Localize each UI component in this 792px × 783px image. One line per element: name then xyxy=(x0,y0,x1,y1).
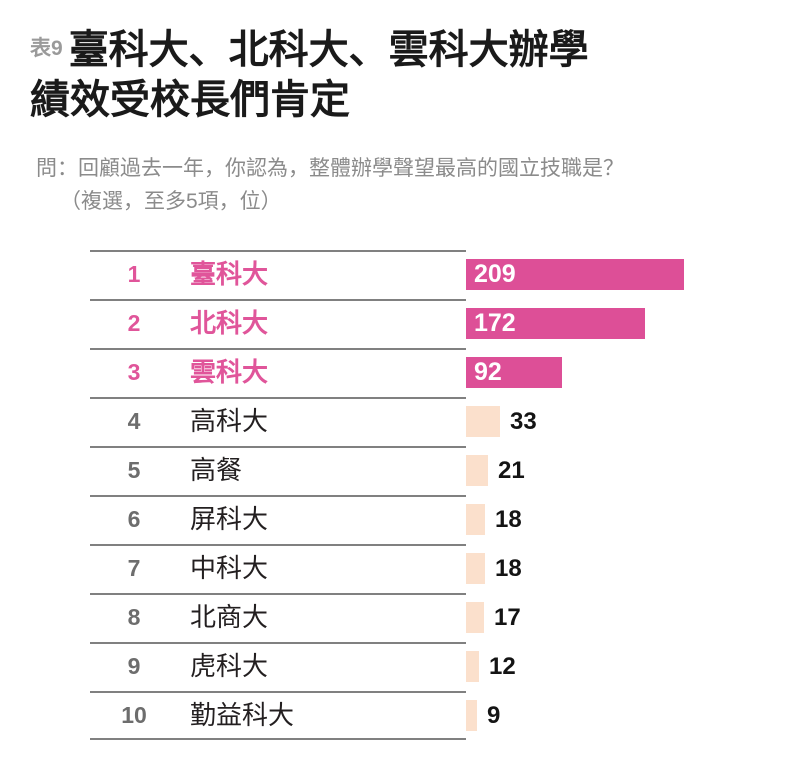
value-bar xyxy=(466,455,488,486)
table-number-label: 表9 xyxy=(30,37,63,60)
row-divider xyxy=(90,250,466,252)
title-line-1: 表9 臺科大、北科大、雲科大辦學 xyxy=(30,24,760,75)
school-name: 北商大 xyxy=(190,602,269,632)
bar-area: 209 xyxy=(466,250,730,299)
row-divider xyxy=(90,299,466,301)
value-label: 33 xyxy=(510,408,537,435)
rank-number: 3 xyxy=(127,359,141,385)
school-name: 雲科大 xyxy=(190,357,269,387)
bar-area: 21 xyxy=(466,446,730,495)
subtitle-line-2: （複選，至多5項，位） xyxy=(60,190,282,213)
school-name: 高餐 xyxy=(190,455,243,485)
rank-number: 2 xyxy=(127,310,141,336)
table-row[interactable]: 8 北商大 17 xyxy=(90,593,730,642)
value-bar xyxy=(466,651,479,682)
chart-subtitle: 問：回顧過去一年，你認為，整體辦學聲望最高的國立技職是？ （複選，至多5項，位） xyxy=(36,152,776,218)
value-bar xyxy=(466,700,477,731)
bar-area: 172 xyxy=(466,299,730,348)
bar-area: 92 xyxy=(466,348,730,397)
table-row[interactable]: 10 勤益科大 9 xyxy=(90,691,730,740)
row-divider xyxy=(90,495,466,497)
school-name: 北科大 xyxy=(190,308,269,338)
value-label: 18 xyxy=(495,555,522,582)
row-divider xyxy=(90,738,466,740)
rank-number: 6 xyxy=(127,506,141,532)
table-row[interactable]: 7 中科大 18 xyxy=(90,544,730,593)
value-bar xyxy=(466,553,485,584)
row-divider xyxy=(90,446,466,448)
rank-number: 1 xyxy=(127,261,141,287)
school-name: 中科大 xyxy=(190,553,269,583)
page-title: 表9 臺科大、北科大、雲科大辦學 績效受校長們肯定 xyxy=(30,24,760,125)
rank-number: 5 xyxy=(127,457,141,483)
row-divider xyxy=(90,593,466,595)
bar-area: 18 xyxy=(466,544,730,593)
table-row[interactable]: 3 雲科大 92 xyxy=(90,348,730,397)
row-divider xyxy=(90,544,466,546)
bar-area: 33 xyxy=(466,397,730,446)
ranking-bar-chart: 1 臺科大 209 2 北科大 172 3 雲科大 92 4 高科大 33 5 高餐 21 6 屏科大 18 7 中科… xyxy=(90,250,730,740)
row-divider xyxy=(90,348,466,350)
rank-number: 8 xyxy=(127,604,141,630)
school-name: 虎科大 xyxy=(190,651,269,681)
table-row[interactable]: 2 北科大 172 xyxy=(90,299,730,348)
value-label: 172 xyxy=(474,309,516,337)
value-label: 17 xyxy=(494,604,521,631)
school-name: 勤益科大 xyxy=(190,700,295,730)
bar-area: 18 xyxy=(466,495,730,544)
value-label: 9 xyxy=(487,702,501,729)
rank-number: 9 xyxy=(127,653,141,679)
school-name: 屏科大 xyxy=(190,504,269,534)
rank-number: 10 xyxy=(121,702,147,728)
value-bar xyxy=(466,406,500,437)
title-line-2: 績效受校長們肯定 xyxy=(30,78,350,122)
value-bar xyxy=(466,308,645,339)
value-label: 18 xyxy=(495,506,522,533)
bar-area: 17 xyxy=(466,593,730,642)
row-divider xyxy=(90,691,466,693)
value-bar xyxy=(466,259,684,290)
table-row[interactable]: 9 虎科大 12 xyxy=(90,642,730,691)
table-row[interactable]: 4 高科大 33 xyxy=(90,397,730,446)
school-name: 高科大 xyxy=(190,406,269,436)
value-bar xyxy=(466,602,484,633)
value-label: 12 xyxy=(489,653,516,680)
title-text-1: 臺科大、北科大、雲科大辦學 xyxy=(68,28,589,72)
value-label: 21 xyxy=(498,457,525,484)
bar-area: 12 xyxy=(466,642,730,691)
table-row[interactable]: 6 屏科大 18 xyxy=(90,495,730,544)
rank-number: 7 xyxy=(127,555,141,581)
rank-number: 4 xyxy=(127,408,141,434)
school-name: 臺科大 xyxy=(190,259,269,289)
row-divider xyxy=(90,397,466,399)
value-bar xyxy=(466,504,485,535)
table-row[interactable]: 5 高餐 21 xyxy=(90,446,730,495)
value-label: 92 xyxy=(474,358,502,386)
subtitle-line-1: 問：回顧過去一年，你認為，整體辦學聲望最高的國立技職是？ xyxy=(36,157,624,180)
row-divider xyxy=(90,642,466,644)
value-bar xyxy=(466,357,562,388)
bar-area: 9 xyxy=(466,691,730,740)
table-row[interactable]: 1 臺科大 209 xyxy=(90,250,730,299)
value-label: 209 xyxy=(474,260,516,288)
